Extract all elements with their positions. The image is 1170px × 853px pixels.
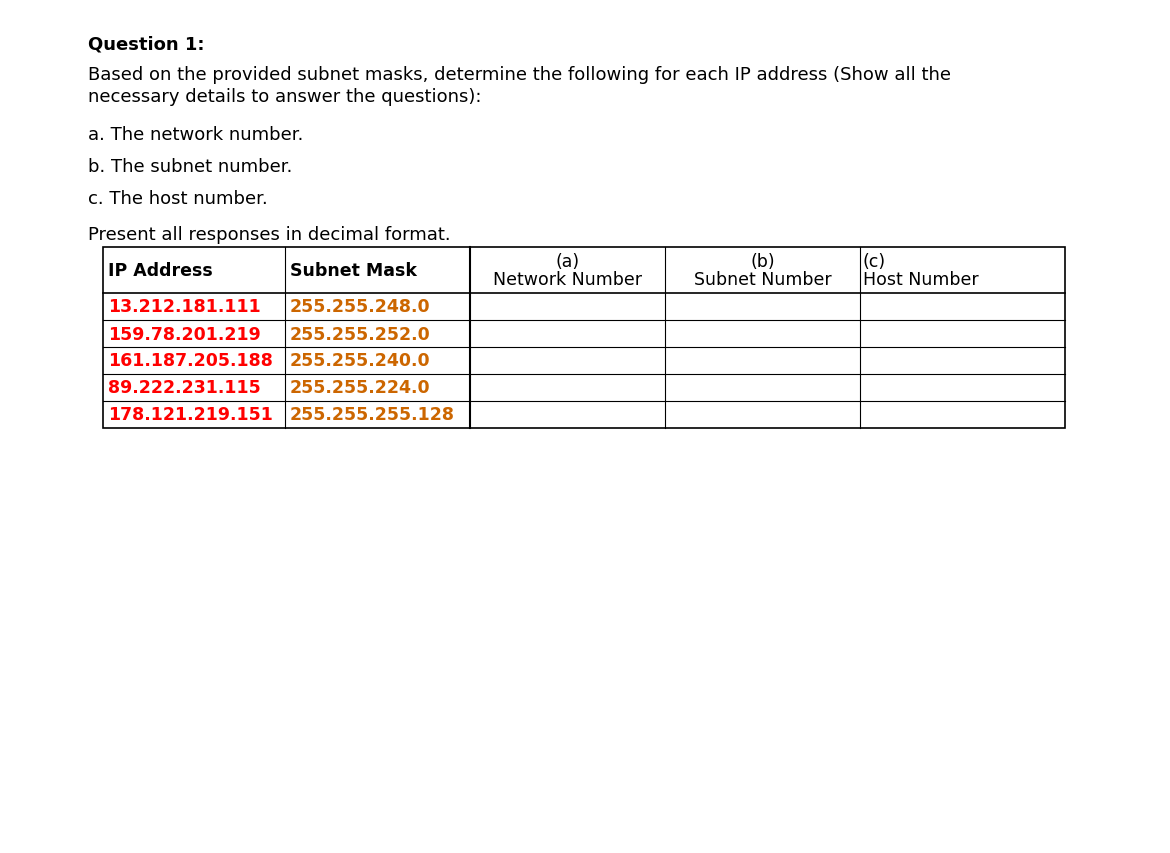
Text: b. The subnet number.: b. The subnet number. (88, 158, 292, 176)
Bar (103, 247, 1065, 428)
Text: 255.255.252.0: 255.255.252.0 (290, 325, 431, 343)
Text: 161.187.205.188: 161.187.205.188 (108, 352, 273, 370)
Text: (b): (b) (750, 252, 775, 270)
Text: c. The host number.: c. The host number. (88, 189, 268, 208)
Text: Host Number: Host Number (863, 270, 978, 288)
Text: 255.255.248.0: 255.255.248.0 (290, 299, 431, 316)
Text: 159.78.201.219: 159.78.201.219 (108, 325, 261, 343)
Text: (c): (c) (863, 252, 886, 270)
Text: Based on the provided subnet masks, determine the following for each IP address : Based on the provided subnet masks, dete… (88, 66, 951, 84)
Text: Subnet Number: Subnet Number (694, 270, 832, 288)
Text: a. The network number.: a. The network number. (88, 126, 303, 144)
Text: 255.255.224.0: 255.255.224.0 (290, 379, 431, 397)
Text: (a): (a) (556, 252, 579, 270)
Text: 178.121.219.151: 178.121.219.151 (108, 406, 273, 424)
Text: Question 1:: Question 1: (88, 36, 205, 54)
Text: 89.222.231.115: 89.222.231.115 (108, 379, 261, 397)
Text: 255.255.240.0: 255.255.240.0 (290, 352, 431, 370)
Text: 13.212.181.111: 13.212.181.111 (108, 299, 261, 316)
Text: IP Address: IP Address (108, 262, 213, 280)
Text: necessary details to answer the questions):: necessary details to answer the question… (88, 88, 482, 106)
Text: Subnet Mask: Subnet Mask (290, 262, 417, 280)
Text: Present all responses in decimal format.: Present all responses in decimal format. (88, 226, 450, 244)
Text: Network Number: Network Number (493, 270, 642, 288)
Text: 255.255.255.128: 255.255.255.128 (290, 406, 455, 424)
